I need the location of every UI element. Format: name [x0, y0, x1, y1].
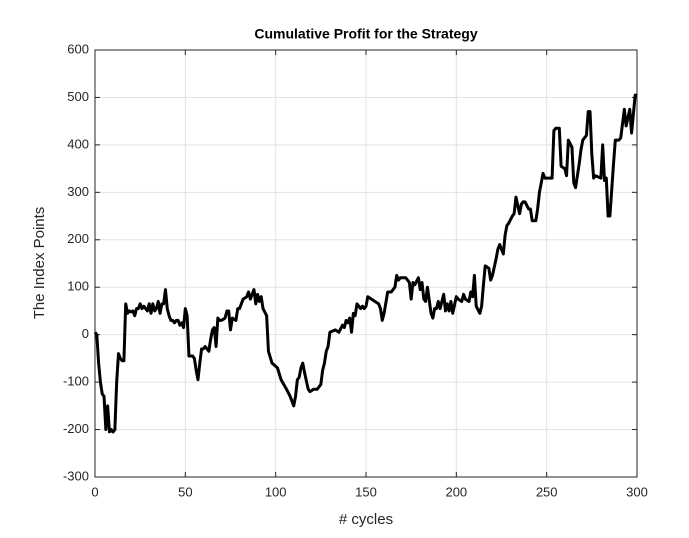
- x-axis-label: # cycles: [339, 511, 393, 528]
- y-tick-label: 100: [67, 279, 89, 294]
- x-tick-label: 200: [445, 484, 467, 499]
- y-tick-label: 600: [67, 41, 89, 56]
- y-tick-label: -100: [63, 374, 89, 389]
- x-tick-label: 150: [355, 484, 377, 499]
- x-tick-label: 300: [626, 484, 648, 499]
- chart-title: Cumulative Profit for the Strategy: [254, 26, 477, 42]
- y-tick-label: -200: [63, 421, 89, 436]
- y-tick-label: 300: [67, 184, 89, 199]
- line-series: [93, 93, 637, 434]
- y-tick-label: -300: [63, 468, 89, 483]
- y-tick-label: 200: [67, 231, 89, 246]
- plot-frame: [94, 49, 638, 478]
- x-tick-label: 0: [91, 484, 98, 499]
- y-tick-label: 0: [82, 326, 89, 341]
- x-tick-label: 50: [178, 484, 192, 499]
- x-tick-label: 100: [265, 484, 287, 499]
- y-tick-label: 500: [67, 89, 89, 104]
- y-tick-label: 400: [67, 136, 89, 151]
- y-axis-label: The Index Points: [31, 207, 48, 320]
- x-tick-label: 250: [536, 484, 558, 499]
